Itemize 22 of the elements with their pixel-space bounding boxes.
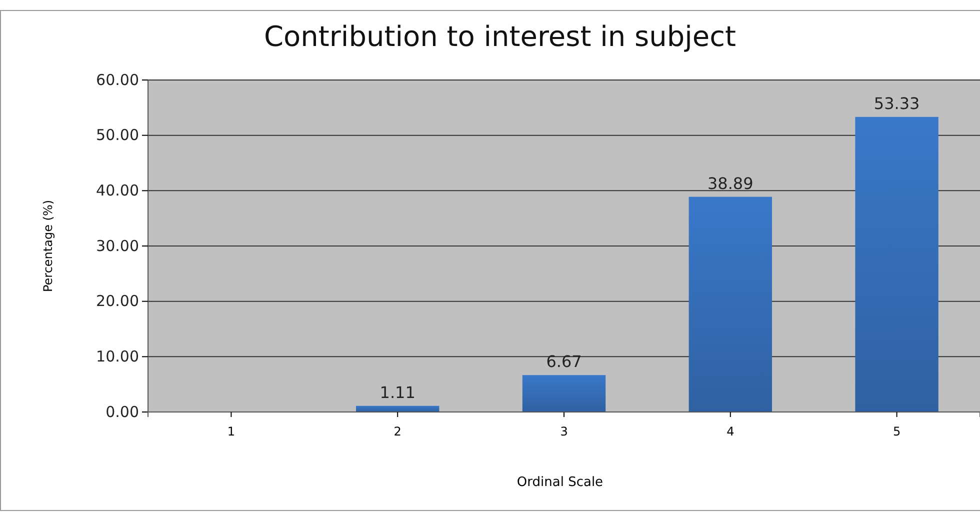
bar [688, 196, 772, 412]
y-tick-label: 10.00 [96, 347, 139, 366]
y-tick-label: 30.00 [96, 236, 139, 255]
y-axis-title: Percentage (%) [41, 200, 55, 292]
data-label: 6.67 [546, 352, 582, 372]
chart-title: Contribution to interest in subject [264, 20, 736, 53]
x-tick-label: 3 [560, 424, 568, 439]
y-tick-label: 0.00 [106, 402, 139, 421]
data-label: 38.89 [707, 174, 754, 193]
y-tick-label: 50.00 [96, 126, 139, 144]
data-label: 1.11 [380, 382, 416, 402]
bar [855, 116, 938, 412]
x-tick-label: 2 [394, 424, 402, 439]
x-axis-title: Ordinal Scale [516, 475, 604, 490]
x-tick-label: 1 [227, 424, 236, 439]
y-tick-label: 40.00 [96, 181, 139, 200]
y-tick-label: 20.00 [96, 292, 139, 310]
y-tick-label: 60.00 [96, 70, 139, 89]
bar [522, 375, 606, 412]
data-label: 53.33 [874, 94, 920, 113]
x-tick-label: 4 [726, 424, 734, 439]
x-tick-label: 5 [892, 424, 901, 439]
